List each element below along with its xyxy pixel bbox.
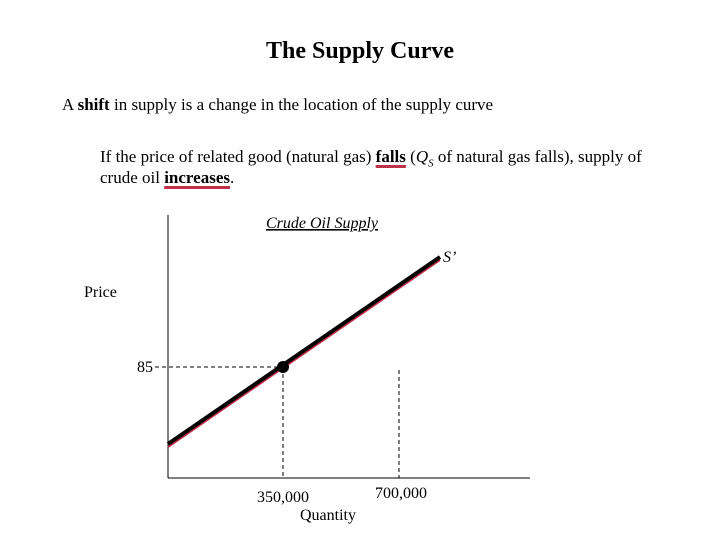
text: crude oil — [100, 168, 165, 187]
y-axis-label: Price — [84, 284, 117, 301]
x-axis-label: Quantity — [300, 507, 356, 524]
emphasis: increases — [164, 168, 230, 187]
supply-curve-shadow — [167, 259, 441, 448]
supply-curve — [166, 255, 442, 446]
symbol: Q — [415, 147, 429, 166]
quantity-label: 700,000 — [375, 485, 427, 502]
curve-label: S’ — [443, 249, 456, 266]
emphasis: shift — [77, 95, 110, 114]
quantity-label: 350,000 — [257, 489, 309, 506]
paragraph-line: If the price of related good (natural ga… — [100, 147, 642, 169]
text: If the price of related good (natural ga… — [100, 147, 376, 166]
text: ( — [405, 147, 416, 166]
slide-title: The Supply Curve — [265, 38, 455, 64]
point — [277, 361, 289, 373]
text: . — [230, 168, 235, 187]
text: of natural gas falls), supply of — [433, 147, 642, 166]
paragraph-line: crude oil increases. — [100, 168, 234, 188]
text: in supply is a change in the location of… — [109, 95, 494, 114]
lead-line: A shift in supply is a change in the loc… — [62, 95, 493, 115]
emphasis: falls — [375, 147, 406, 166]
subscript: S — [428, 157, 434, 170]
text: A — [62, 95, 78, 114]
price-label: 85 — [137, 359, 153, 376]
graph-title: Crude Oil Supply — [266, 215, 379, 232]
